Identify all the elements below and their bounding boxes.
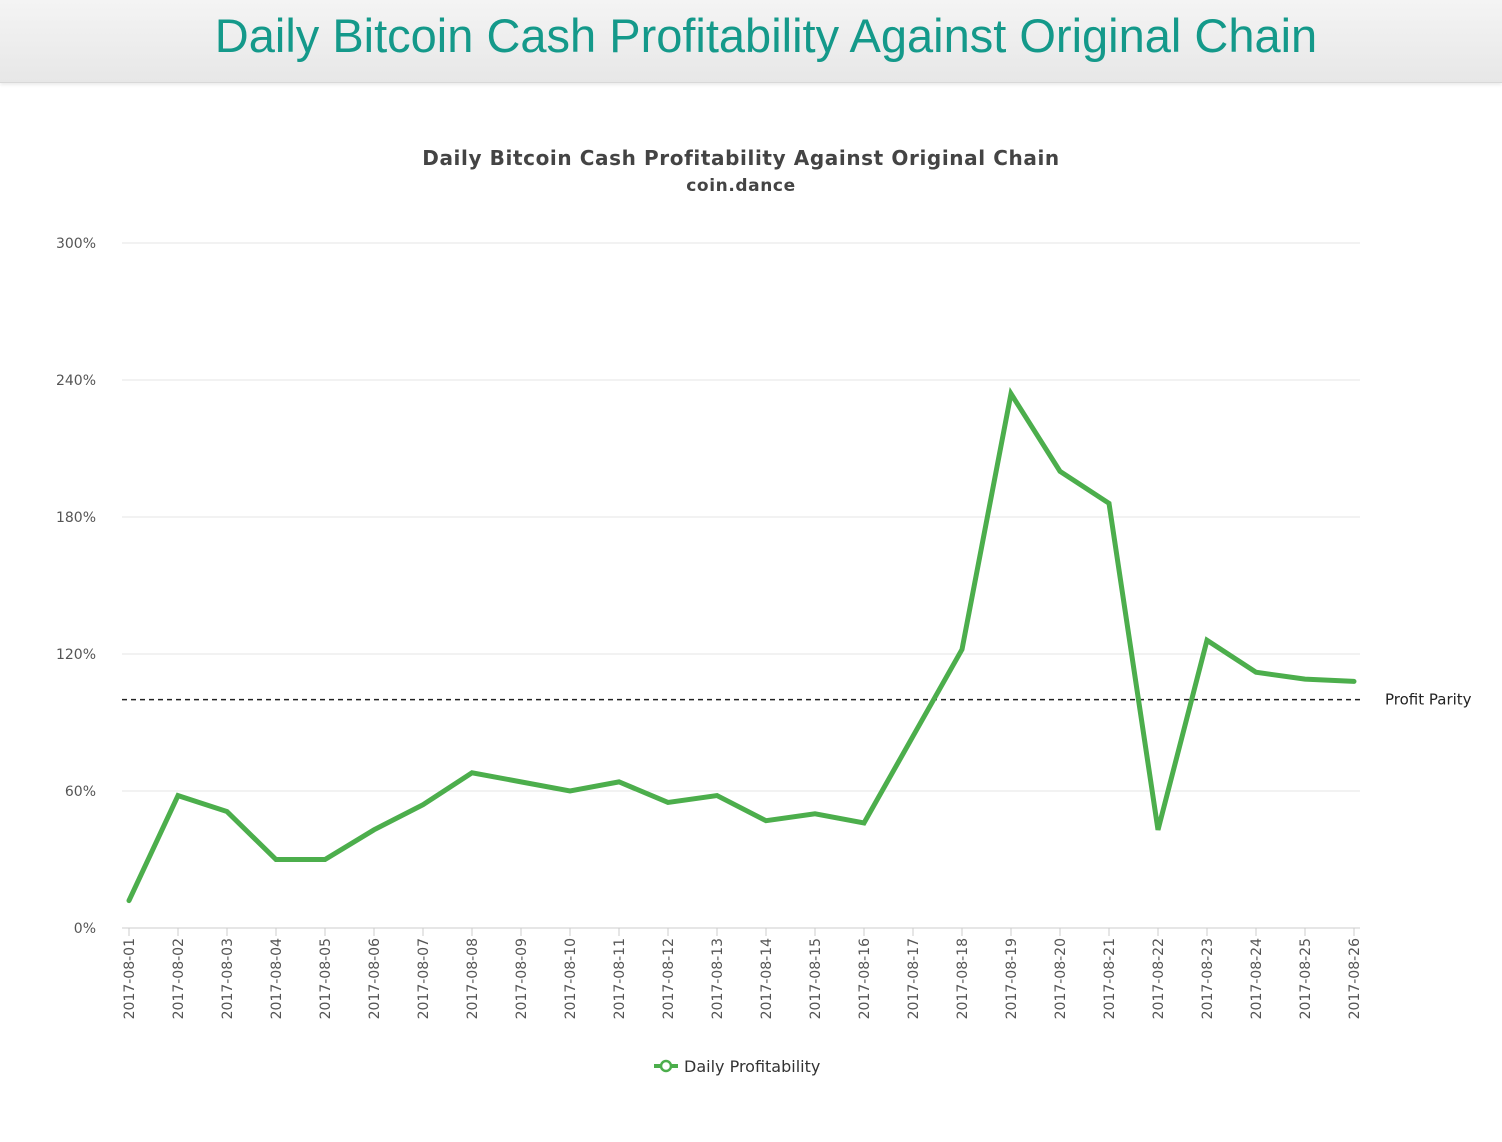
x-tick-label: 2017-08-23 bbox=[1200, 938, 1216, 1019]
page-title: Daily Bitcoin Cash Profitability Against… bbox=[214, 9, 1318, 62]
x-tick-label: 2017-08-08 bbox=[465, 938, 481, 1019]
x-tick-label: 2017-08-15 bbox=[808, 938, 824, 1019]
x-tick-label: 2017-08-11 bbox=[612, 938, 628, 1019]
x-tick-label: 2017-08-07 bbox=[416, 938, 432, 1019]
y-tick-label: 240% bbox=[56, 373, 96, 389]
grid-lines bbox=[122, 242, 1360, 792]
y-axis: 0% 60% 120% 180% 240% 300% bbox=[56, 236, 96, 937]
data-point[interactable] bbox=[1106, 500, 1112, 506]
data-point[interactable] bbox=[1057, 468, 1063, 474]
x-tick-label: 2017-08-01 bbox=[122, 938, 138, 1019]
chart-container: 0% 60% 120% 180% 240% 300% 2017-08-01 2017-08-… bbox=[0, 82, 1502, 1138]
x-tick-label: 2017-08-05 bbox=[318, 938, 334, 1019]
data-point[interactable] bbox=[910, 733, 916, 739]
data-point[interactable] bbox=[616, 779, 622, 785]
data-point[interactable] bbox=[1351, 678, 1357, 684]
data-point[interactable] bbox=[1008, 391, 1014, 397]
data-point[interactable] bbox=[469, 770, 475, 776]
x-tick-label: 2017-08-17 bbox=[906, 938, 922, 1019]
line-chart: 0%60%120%180%240%300% 2017-08-01 2017-08-… bbox=[56, 146, 1472, 1076]
data-point[interactable] bbox=[126, 898, 132, 904]
x-tick-label: 2017-08-21 bbox=[1102, 938, 1118, 1019]
x-tick-label: 2017-08-06 bbox=[367, 938, 383, 1019]
data-point[interactable] bbox=[273, 857, 279, 863]
x-tick-label: 2017-08-12 bbox=[661, 938, 677, 1019]
series-line[interactable] bbox=[126, 387, 1357, 904]
x-tick-label: 2017-08-13 bbox=[710, 938, 726, 1019]
reference-line-group: Profit Parity bbox=[122, 691, 1472, 709]
data-point[interactable] bbox=[567, 788, 573, 794]
y-tick-label: 120% bbox=[56, 647, 96, 663]
x-tick-label: 2017-08-19 bbox=[1004, 938, 1020, 1019]
data-point[interactable] bbox=[959, 646, 965, 652]
data-point[interactable] bbox=[1155, 827, 1161, 833]
data-point[interactable] bbox=[1253, 669, 1259, 675]
x-tick-label: 2017-08-22 bbox=[1151, 938, 1167, 1019]
chart-title: Daily Bitcoin Cash Profitability Against… bbox=[422, 146, 1059, 170]
data-point[interactable] bbox=[812, 811, 818, 817]
x-tick-label: 2017-08-04 bbox=[269, 938, 285, 1019]
reference-line-label: Profit Parity bbox=[1385, 691, 1472, 709]
data-point[interactable] bbox=[518, 779, 524, 785]
y-tick-label: 180% bbox=[56, 510, 96, 526]
data-point[interactable] bbox=[224, 809, 230, 815]
x-tick-label: 2017-08-25 bbox=[1298, 938, 1314, 1019]
legend[interactable]: Daily Profitability bbox=[654, 1057, 820, 1076]
chart-subtitle: coin.dance bbox=[686, 176, 796, 196]
y-tick-label: 300% bbox=[56, 236, 96, 252]
series-group bbox=[126, 387, 1357, 904]
x-tick-label: 2017-08-14 bbox=[759, 938, 775, 1019]
x-tick-label: 2017-08-26 bbox=[1347, 938, 1363, 1019]
x-tick-label: 2017-08-18 bbox=[955, 938, 971, 1019]
x-tick-label: 2017-08-02 bbox=[171, 938, 187, 1019]
data-point[interactable] bbox=[665, 799, 671, 805]
data-point[interactable] bbox=[322, 857, 328, 863]
page-header: Daily Bitcoin Cash Profitability Against… bbox=[0, 0, 1502, 83]
x-tick-label: 2017-08-10 bbox=[563, 938, 579, 1019]
data-point[interactable] bbox=[861, 820, 867, 826]
data-point[interactable] bbox=[371, 827, 377, 833]
x-tick-label: 2017-08-20 bbox=[1053, 938, 1069, 1019]
data-point[interactable] bbox=[714, 793, 720, 799]
data-point[interactable] bbox=[420, 802, 426, 808]
x-tick-label: 2017-08-16 bbox=[857, 938, 873, 1019]
data-point[interactable] bbox=[1204, 637, 1210, 643]
data-point[interactable] bbox=[175, 793, 181, 799]
y-tick-label: 60% bbox=[65, 784, 96, 800]
legend-label: Daily Profitability bbox=[684, 1057, 820, 1076]
x-axis: 2017-08-01 2017-08-02 2017-08-03 2017-08-04… bbox=[122, 927, 1363, 1019]
x-tick-label: 2017-08-24 bbox=[1249, 938, 1265, 1019]
x-tick-label: 2017-08-09 bbox=[514, 938, 530, 1019]
data-point[interactable] bbox=[1302, 676, 1308, 682]
y-tick-label: 0% bbox=[74, 921, 96, 937]
data-point[interactable] bbox=[763, 818, 769, 824]
legend-marker-icon bbox=[659, 1059, 673, 1073]
x-tick-label: 2017-08-03 bbox=[220, 938, 236, 1019]
